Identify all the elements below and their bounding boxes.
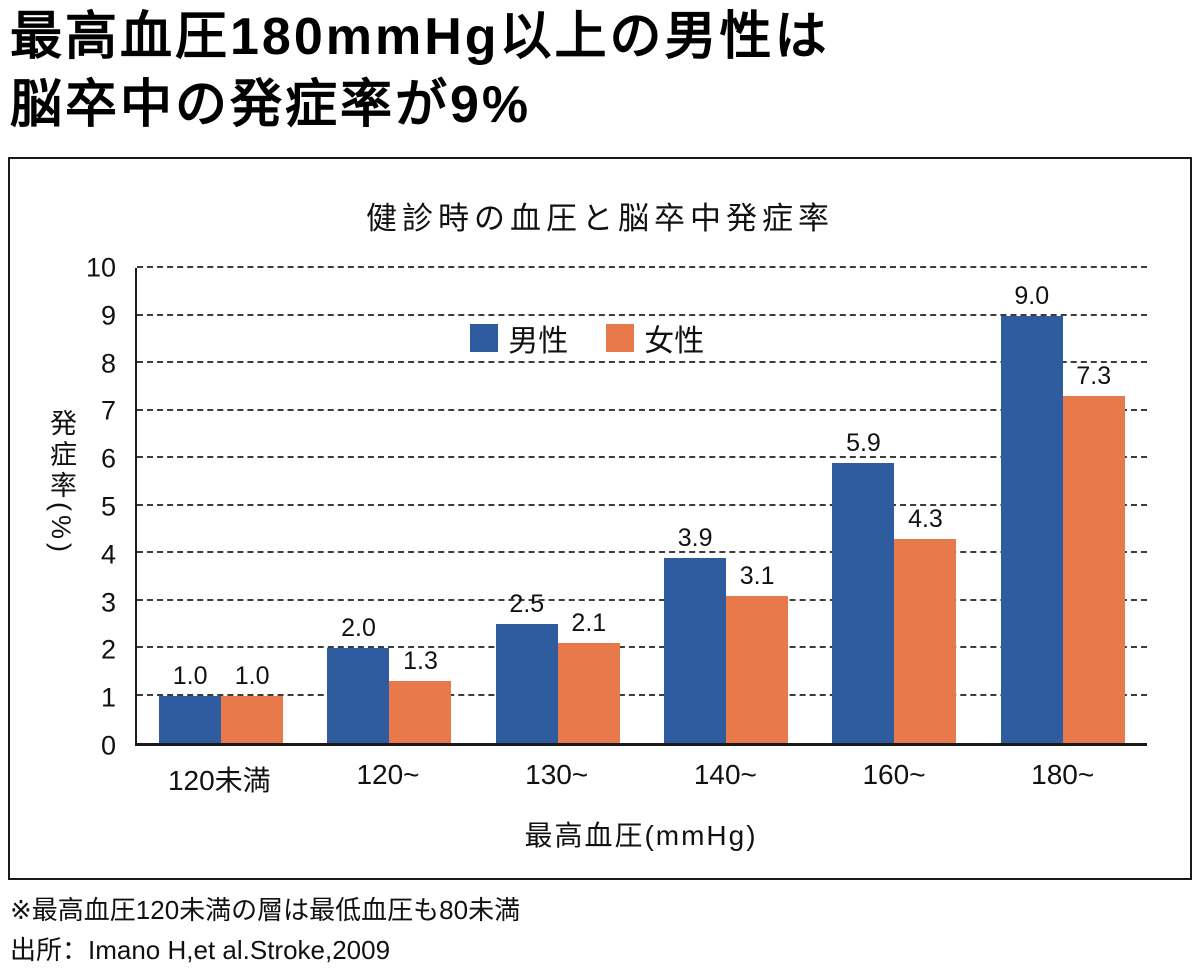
bar-value-label: 7.3 [1076, 362, 1112, 391]
x-tick-label: 180~ [1031, 759, 1095, 790]
bar-group: 1.0 1.0 [159, 268, 284, 743]
legend-item-female: 女性 [606, 316, 704, 360]
gridline [137, 456, 1147, 458]
bar-slot-female: 4.3 [894, 268, 957, 743]
gridline [137, 646, 1147, 648]
bar-slot-female: 2.1 [557, 268, 620, 743]
bar-value-label: 1.0 [172, 661, 208, 690]
bar-slot-female: 3.1 [726, 268, 789, 743]
y-tick-label: 3 [100, 587, 116, 618]
y-tick-label: 0 [100, 730, 116, 761]
page-title-line1: 最高血圧180mmHg以上の男性は [10, 8, 830, 66]
bar-value-label: 1.0 [234, 661, 270, 690]
bar-value-label: 2.1 [571, 609, 607, 638]
legend-label-male: 男性 [508, 324, 569, 358]
bar-male [832, 462, 895, 743]
y-tick-label: 7 [100, 395, 116, 426]
legend-label-female: 女性 [644, 324, 705, 358]
bar-value-label: 1.3 [403, 647, 438, 676]
y-tick-label: 5 [100, 491, 116, 522]
legend-item-male: 男性 [470, 316, 568, 360]
bar-value-label: 2.5 [509, 590, 545, 619]
bar-slot-male: 3.9 [664, 268, 727, 743]
page-title: 最高血圧180mmHg以上の男性は 脳卒中の発症率が9% [10, 4, 830, 139]
bar-male [327, 648, 390, 743]
y-tick-label: 8 [100, 348, 116, 379]
gridline [137, 266, 1147, 268]
x-axis-title: 最高血圧(mmHg) [524, 820, 758, 851]
y-tick-label: 10 [85, 252, 116, 283]
bar-value-label: 4.3 [908, 504, 943, 533]
bar-value-label: 2.0 [341, 614, 376, 642]
bar-female [221, 695, 284, 743]
bar-slot-female: 1.3 [389, 268, 452, 743]
y-tick-label: 9 [100, 300, 116, 331]
y-tick-label: 4 [100, 539, 116, 570]
plot-area: 男性 女性 1.0 1.0 2.0 1.3 2.5 2.1 3.9 3.1 5.9 4.3 9.0 7… [135, 266, 1147, 746]
bar-slot-female: 1.0 [221, 268, 284, 743]
bar-group: 5.9 4.3 [832, 268, 957, 743]
bar-group: 2.5 2.1 [495, 268, 620, 743]
female-series-swatch [606, 323, 635, 352]
footnote-source: 出所：Imano H,et al.Stroke,2009 [10, 935, 391, 966]
x-tick-label: 130~ [525, 759, 589, 790]
chart-title: 健診時の血圧と脳卒中発症率 [366, 201, 834, 236]
bar-slot-female: 7.3 [1062, 268, 1125, 743]
x-tick-label: 120~ [356, 759, 420, 790]
bar-female [557, 643, 620, 743]
gridline [137, 598, 1147, 601]
footnotes: ※最高血圧120未満の層は最低血圧も80未満 出所：Imano H,et al.… [10, 890, 520, 971]
bar-slot-male: 2.5 [495, 268, 558, 743]
x-tick-labels: 120未満 120~ 130~ 140~ 160~ 180~ [135, 759, 1147, 799]
y-axis-label: 発症率(%) [46, 409, 76, 556]
bar-slot-male: 5.9 [832, 268, 895, 743]
bar-female [894, 538, 957, 743]
bar-slot-male: 9.0 [1000, 268, 1063, 743]
gridline [137, 551, 1147, 553]
gridline [137, 693, 1147, 696]
bar-slot-male: 2.0 [327, 268, 390, 743]
bar-male [1000, 315, 1063, 743]
bar-male [495, 624, 558, 743]
bar-groups: 1.0 1.0 2.0 1.3 2.5 2.1 3.9 3.1 5.9 4.3 9.0 7.3 [137, 268, 1147, 743]
chart-panel: 健診時の血圧と脳卒中発症率 発症率(%) 0 1 2 3 4 5 6 7 8 9 10 男性 女性 … [8, 157, 1192, 880]
bar-female [726, 595, 789, 743]
male-series-swatch [470, 323, 499, 352]
bar-value-label: 3.1 [739, 561, 775, 590]
bar-male [664, 557, 727, 743]
bar-value-label: 3.9 [677, 523, 713, 552]
y-tick-label: 1 [100, 682, 116, 713]
x-tick-label: 160~ [862, 759, 926, 790]
bar-female [389, 681, 452, 743]
x-tick-label: 120未満 [167, 765, 271, 796]
y-axis-ticks: 0 1 2 3 4 5 6 7 8 9 10 [60, 254, 126, 759]
bar-female [1062, 396, 1125, 743]
chart-legend: 男性 女性 [470, 316, 704, 360]
footnote-condition: ※最高血圧120未満の層は最低血圧も80未満 [10, 895, 521, 925]
bar-value-label: 9.0 [1014, 281, 1050, 310]
gridline [137, 313, 1147, 316]
x-tick-label: 140~ [693, 759, 757, 790]
bar-group: 9.0 7.3 [1000, 268, 1125, 743]
gridline [137, 361, 1147, 363]
bar-slot-male: 1.0 [159, 268, 222, 743]
bar-value-label: 5.9 [846, 428, 881, 457]
y-tick-label: 2 [100, 634, 116, 665]
y-tick-label: 6 [100, 443, 116, 474]
bar-group: 2.0 1.3 [327, 268, 452, 743]
page-title-line2: 脳卒中の発症率が9% [10, 75, 532, 134]
gridline [137, 503, 1147, 506]
bar-group: 3.9 3.1 [664, 268, 789, 743]
gridline [137, 408, 1147, 411]
bar-male [159, 695, 222, 743]
